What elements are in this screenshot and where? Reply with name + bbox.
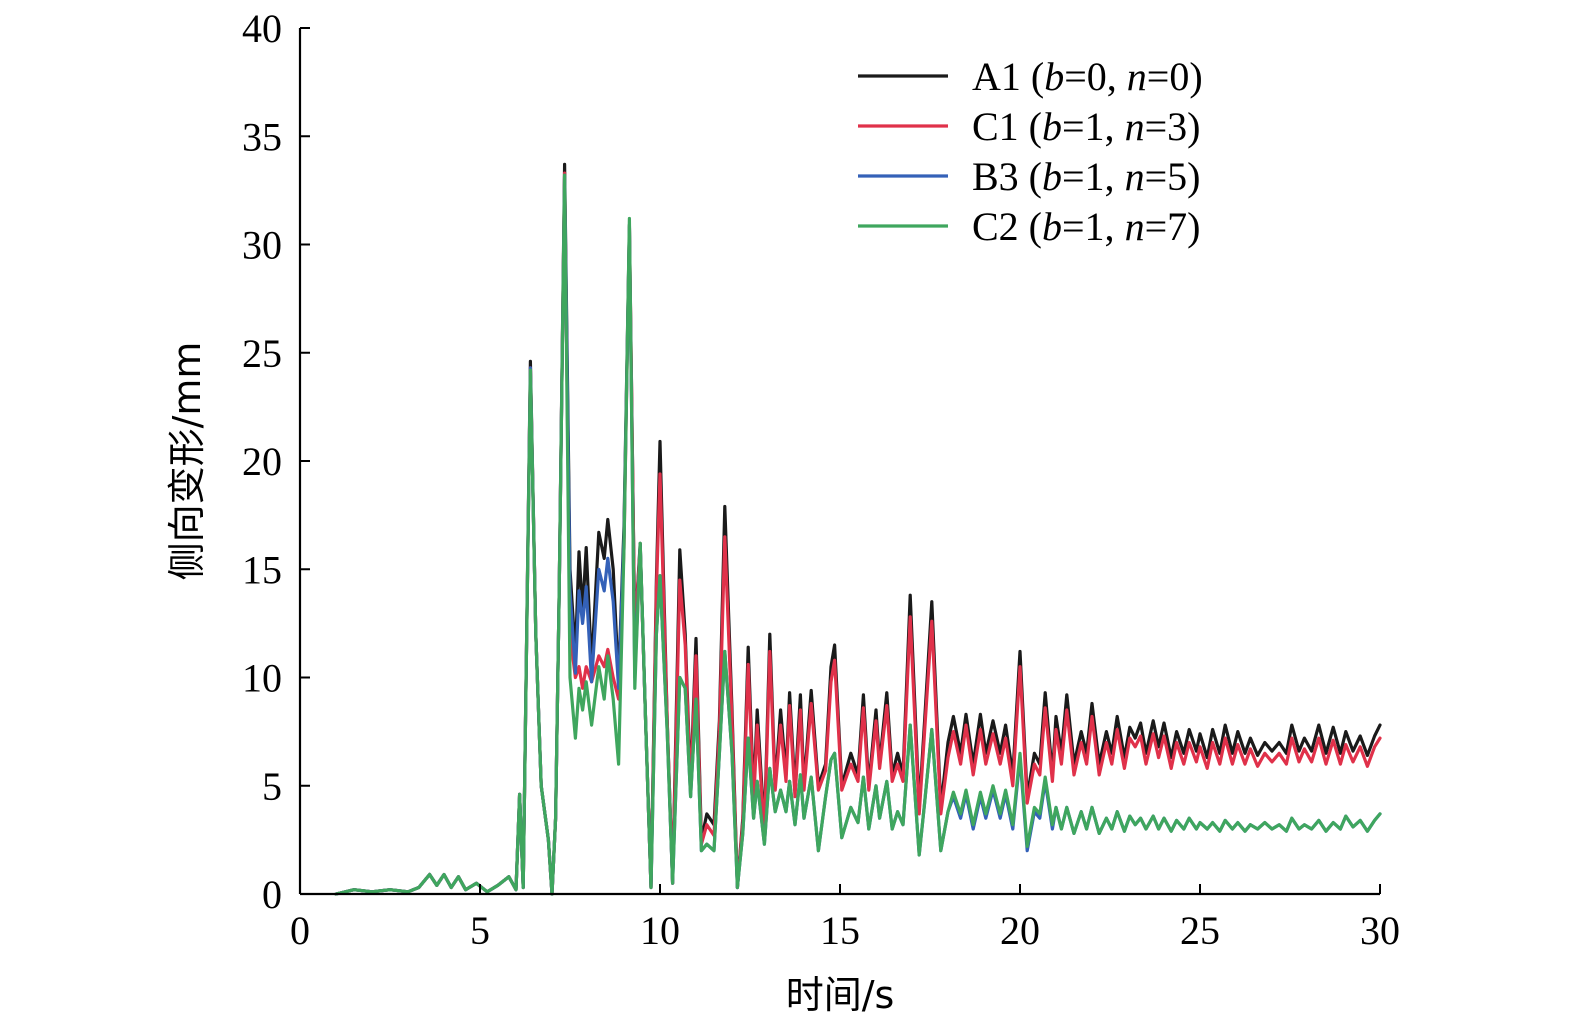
- legend-label-part: C2 (: [972, 204, 1042, 249]
- legend-label-a1: A1 (b=0, n=0): [972, 54, 1203, 99]
- legend-label-part: =1,: [1062, 204, 1125, 249]
- x-tick-label: 30: [1360, 908, 1400, 953]
- legend-label-part: b: [1042, 154, 1062, 199]
- x-axis-title: 时间/s: [786, 973, 895, 1017]
- x-tick-label: 10: [640, 908, 680, 953]
- legend-label-part: C1 (: [972, 104, 1042, 149]
- x-tick-label: 15: [820, 908, 860, 953]
- y-tick-label: 10: [242, 656, 282, 701]
- legend-label-part: b: [1042, 204, 1062, 249]
- legend-label-part: =1,: [1062, 154, 1125, 199]
- y-tick-label: 20: [242, 439, 282, 484]
- legend-label-part: B3 (: [972, 154, 1042, 199]
- x-tick-label: 25: [1180, 908, 1220, 953]
- x-tick-label: 20: [1000, 908, 1040, 953]
- legend-label-part: n: [1125, 104, 1145, 149]
- y-tick-label: 25: [242, 331, 282, 376]
- plot-series-group: [334, 162, 1382, 896]
- legend-label-part: =5): [1145, 154, 1201, 199]
- series-line-a1: [334, 162, 1382, 896]
- legend-label-part: n: [1125, 154, 1145, 199]
- legend-label-c1: C1 (b=1, n=3): [972, 104, 1200, 149]
- series-line-b3: [334, 173, 1382, 896]
- y-ticks-group: 0 5 10 15 20 25 30 35 40: [242, 6, 310, 917]
- y-tick-label: 40: [242, 6, 282, 51]
- legend-label-part: n: [1125, 204, 1145, 249]
- legend-label-part: =7): [1145, 204, 1201, 249]
- legend-label-part: n: [1127, 54, 1147, 99]
- y-axis-title: 侧向变形/mm: [165, 342, 209, 581]
- legend-label-part: =1,: [1062, 104, 1125, 149]
- series-line-c2: [334, 173, 1382, 896]
- series-line-c1: [334, 171, 1382, 896]
- y-tick-label: 5: [262, 764, 282, 809]
- legend: A1 (b=0, n=0)C1 (b=1, n=3)B3 (b=1, n=5)C…: [858, 54, 1203, 249]
- legend-label-c2: C2 (b=1, n=7): [972, 204, 1200, 249]
- y-tick-label: 15: [242, 547, 282, 592]
- legend-label-part: A1 (: [972, 54, 1044, 99]
- y-tick-label: 30: [242, 223, 282, 268]
- legend-label-part: =0,: [1064, 54, 1127, 99]
- x-ticks-group: 0 5 10 15 20 25 30: [290, 884, 1400, 953]
- y-tick-label: 35: [242, 114, 282, 159]
- legend-label-part: =3): [1145, 104, 1201, 149]
- x-tick-label: 0: [290, 908, 310, 953]
- legend-label-b3: B3 (b=1, n=5): [972, 154, 1200, 199]
- legend-label-part: b: [1042, 104, 1062, 149]
- y-tick-label: 0: [262, 872, 282, 917]
- legend-label-part: =0): [1147, 54, 1203, 99]
- x-tick-label: 5: [470, 908, 490, 953]
- legend-label-part: b: [1044, 54, 1064, 99]
